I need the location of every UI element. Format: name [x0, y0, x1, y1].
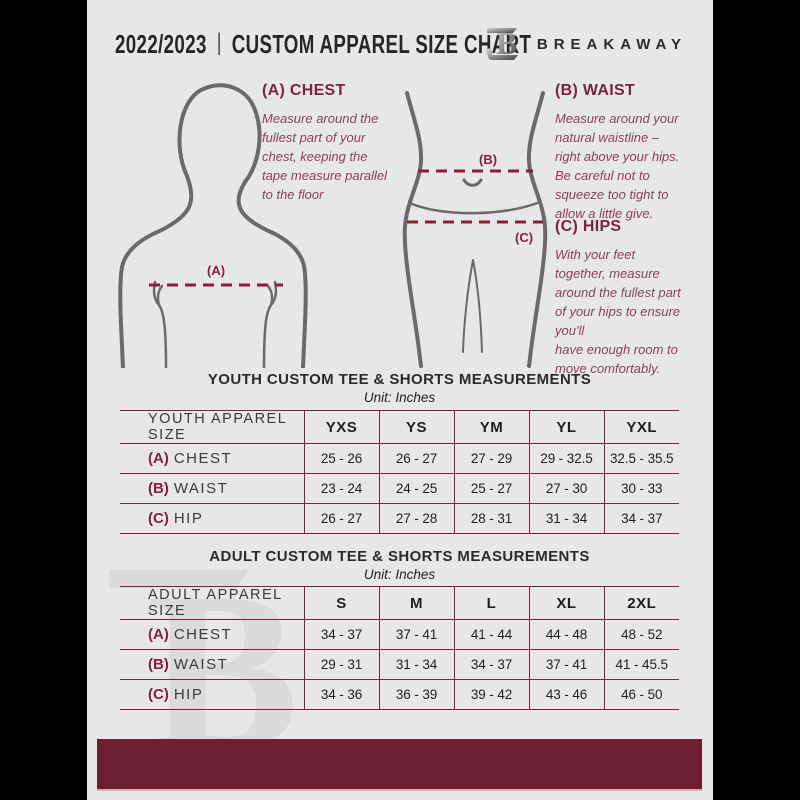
size-col-header: YXS [303, 410, 379, 444]
row-label: WAIST [173, 480, 229, 497]
cell-value: 34 - 37 [303, 619, 379, 650]
cell-value: 31 - 34 [378, 649, 454, 680]
size-col-header: YM [453, 410, 529, 444]
cell-value: 46 - 50 [603, 679, 679, 710]
youth-header-label: YOUTH APPAREL SIZE [120, 410, 304, 444]
adult-header-label: ADULT APPAREL SIZE [120, 586, 304, 620]
size-chart-page: 2022/2023 | CUSTOM APPAREL SIZE CHART [87, 0, 713, 800]
cell-value: 36 - 39 [378, 679, 454, 710]
cell-value: 24 - 25 [378, 473, 454, 504]
adult-hip-row: (C) HIP 34 - 36 36 - 39 39 - 42 43 - 46 4… [120, 679, 679, 710]
size-col-header: M [378, 586, 454, 620]
chest-heading: (A) CHEST [262, 82, 346, 99]
title-divider: | [216, 29, 222, 56]
cell-value: 25 - 26 [303, 443, 379, 474]
youth-chest-row: (A) CHEST 25 - 26 26 - 27 27 - 29 29 - 32… [120, 443, 679, 474]
season-label: 2022/2023 [115, 28, 207, 59]
cell-value: 23 - 24 [303, 473, 379, 504]
chest-marker-label: (A) [207, 263, 225, 278]
cell-value: 26 - 27 [378, 443, 454, 474]
hips-heading: (C) HIPS [555, 218, 622, 235]
row-label: CHEST [173, 626, 233, 643]
chest-body-text: Measure around the fullest part of your … [262, 111, 388, 202]
breakaway-b-logo-icon: B [484, 21, 526, 68]
row-label: HIP [173, 510, 204, 527]
cell-value: 27 - 29 [453, 443, 529, 474]
cell-value: 32.5 - 35.5 [603, 443, 679, 474]
cell-value: 28 - 31 [453, 503, 529, 534]
row-prefix: (B) [148, 656, 169, 673]
cell-value: 34 - 37 [603, 503, 679, 534]
cell-value: 27 - 28 [378, 503, 454, 534]
waist-instructions: (B) WAIST Measure around your natural wa… [555, 82, 697, 223]
row-prefix: (C) [148, 510, 169, 527]
cell-value: 29 - 32.5 [528, 443, 604, 474]
chest-instructions: (A) CHEST Measure around the fullest par… [262, 82, 398, 204]
size-col-header: YXL [603, 410, 679, 444]
cell-value: 27 - 30 [528, 473, 604, 504]
adult-header-row: ADULT APPAREL SIZE S M L XL 2XL [120, 586, 679, 620]
page-header: 2022/2023 | CUSTOM APPAREL SIZE CHART [115, 22, 687, 66]
cell-value: 39 - 42 [453, 679, 529, 710]
cell-value: 44 - 48 [528, 619, 604, 650]
waist-heading: (B) WAIST [555, 82, 636, 99]
row-prefix: (A) [148, 626, 169, 643]
row-prefix: (C) [148, 686, 169, 703]
row-label: WAIST [173, 656, 229, 673]
waist-marker-label: (B) [479, 152, 497, 167]
cell-value: 43 - 46 [528, 679, 604, 710]
cell-value: 37 - 41 [528, 649, 604, 680]
adult-waist-row: (B) WAIST 29 - 31 31 - 34 34 - 37 37 - 41… [120, 649, 679, 680]
torso-figure-illustration: (A) [118, 83, 308, 368]
hip-marker-label: (C) [515, 230, 533, 245]
adult-size-table: ADULT APPAREL SIZE S M L XL 2XL (A) CHEST… [120, 586, 679, 710]
cell-value: 48 - 52 [603, 619, 679, 650]
footer-accent-bar [97, 739, 702, 791]
cell-value: 29 - 31 [303, 649, 379, 680]
svg-text:B: B [496, 25, 517, 61]
adult-unit-label: Unit: Inches [363, 567, 436, 582]
size-col-header: YL [528, 410, 604, 444]
size-col-header: S [303, 586, 379, 620]
youth-unit-label: Unit: Inches [363, 390, 436, 405]
row-label: HIP [173, 686, 204, 703]
youth-hip-row: (C) HIP 26 - 27 27 - 28 28 - 31 31 - 34 3… [120, 503, 679, 534]
cell-value: 31 - 34 [528, 503, 604, 534]
hips-figure-illustration: (B) (C) [402, 91, 548, 368]
size-col-header: YS [378, 410, 454, 444]
brand-name: BREAKAWAY [536, 35, 687, 53]
cell-value: 26 - 27 [303, 503, 379, 534]
waist-body-text: Measure around your natural waistline – … [555, 111, 680, 221]
masthead-title: 2022/2023 | CUSTOM APPAREL SIZE CHART [115, 22, 531, 66]
youth-size-table: YOUTH APPAREL SIZE YXS YS YM YL YXL (A) C… [120, 410, 679, 534]
adult-chest-row: (A) CHEST 34 - 37 37 - 41 41 - 44 44 - 48… [120, 619, 679, 650]
size-col-header: XL [528, 586, 604, 620]
cell-value: 34 - 37 [453, 649, 529, 680]
cell-value: 41 - 45.5 [603, 649, 679, 680]
row-label: CHEST [173, 450, 233, 467]
size-col-header: 2XL [603, 586, 679, 620]
row-prefix: (A) [148, 450, 169, 467]
hips-body-text: With your feet together, measure around … [555, 247, 681, 376]
adult-section-title: ADULT CUSTOM TEE & SHORTS MEASUREMENTS [209, 548, 590, 565]
size-col-header: L [453, 586, 529, 620]
cell-value: 30 - 33 [603, 473, 679, 504]
cell-value: 25 - 27 [453, 473, 529, 504]
youth-header-row: YOUTH APPAREL SIZE YXS YS YM YL YXL [120, 410, 679, 444]
cell-value: 34 - 36 [303, 679, 379, 710]
cell-value: 37 - 41 [378, 619, 454, 650]
page-title: CUSTOM APPAREL SIZE CHART [231, 28, 532, 59]
brand-lockup: B BREAKAWAY [484, 22, 687, 66]
row-prefix: (B) [148, 480, 169, 497]
hips-instructions: (C) HIPS With your feet together, measur… [555, 218, 700, 378]
youth-section-title: YOUTH CUSTOM TEE & SHORTS MEASUREMENTS [207, 371, 592, 388]
cell-value: 41 - 44 [453, 619, 529, 650]
youth-waist-row: (B) WAIST 23 - 24 24 - 25 25 - 27 27 - 30… [120, 473, 679, 504]
